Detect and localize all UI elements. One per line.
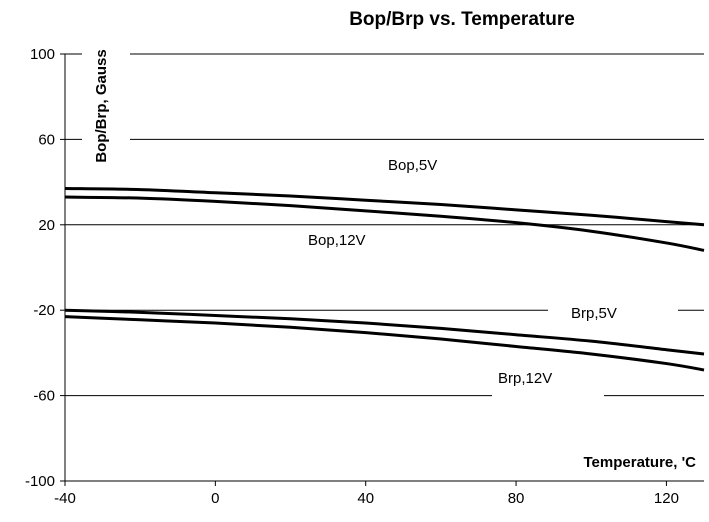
x-tick-label: 40: [357, 490, 374, 507]
series-label-bop-12v: Bop,12V: [308, 232, 366, 249]
labels: Bop,5V Bop,12V Brp,5V Brp,12V: [308, 157, 617, 387]
y-tick-label: -20: [33, 302, 55, 319]
gridlines: [65, 38, 704, 407]
x-tick-label: -40: [54, 490, 76, 507]
y-tick-label: -100: [25, 473, 55, 490]
chart-title: Bop/Brp vs. Temperature: [349, 9, 575, 30]
x-axis-label: Temperature, 'C: [584, 454, 697, 471]
series-label-bop-5v: Bop,5V: [388, 157, 437, 174]
series-label-brp-12v: Brp,12V: [498, 370, 552, 387]
x-tick-label: 80: [508, 490, 525, 507]
series-label-background: [492, 385, 604, 407]
y-axis-label-background: [82, 38, 130, 174]
series-line-bop-5v: [64, 187, 705, 227]
series-lines: [64, 187, 705, 372]
series-label-background: [548, 300, 678, 322]
series-line-brp-5v: [64, 308, 705, 356]
y-tick-label: 100: [30, 46, 55, 63]
series-label-brp-5v: Brp,5V: [571, 305, 617, 322]
series-line-brp-12v: [64, 315, 705, 372]
series-line-bop-12v: [64, 195, 705, 252]
y-axis-label: Bop/Brp, Gauss: [93, 49, 110, 162]
axes: -100 -60 -20 20 60 100 -40 0 40 80 120: [25, 46, 704, 507]
y-tick-label: -60: [33, 388, 55, 405]
x-tick-label: 120: [654, 490, 679, 507]
x-tick-label: 0: [211, 490, 219, 507]
y-tick-label: 60: [38, 131, 55, 148]
y-tick-label: 20: [38, 217, 55, 234]
